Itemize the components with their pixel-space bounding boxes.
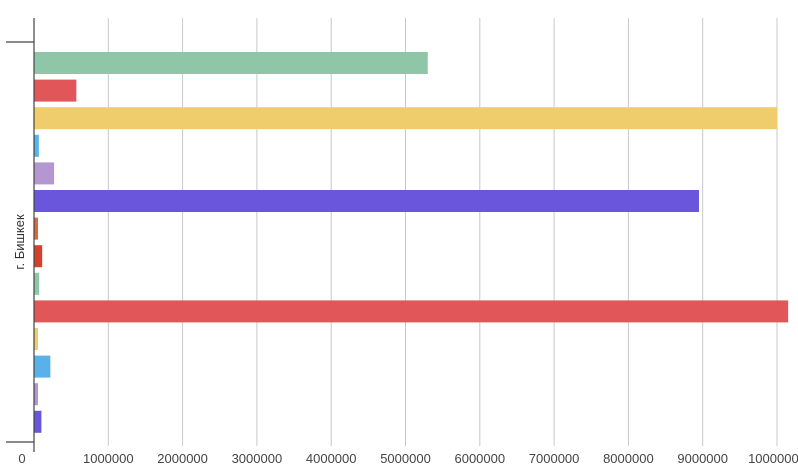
gridlines — [107, 18, 778, 446]
x-tick-label: 1000000 — [83, 451, 134, 466]
bar — [34, 107, 777, 130]
x-tick-label: 10000000 — [748, 451, 798, 466]
bar — [34, 383, 38, 406]
bar — [34, 245, 43, 268]
x-tick-label: 6000000 — [454, 451, 505, 466]
axes — [6, 18, 35, 452]
bar — [34, 355, 51, 378]
category-label: г. Бишкек — [12, 214, 27, 270]
x-tick-label: 7000000 — [529, 451, 580, 466]
x-tick-label: 4000000 — [306, 451, 357, 466]
bar — [34, 272, 40, 295]
bar — [34, 328, 38, 350]
bar — [34, 190, 699, 212]
bar — [34, 300, 789, 323]
bar — [34, 217, 38, 240]
x-tick-label: 3000000 — [232, 451, 283, 466]
tick-labels: 0 1000000 2000000 3000000 4000000 5000000 6000… — [18, 451, 798, 466]
bar — [34, 134, 39, 157]
bar — [34, 52, 428, 74]
x-tick-label: 5000000 — [380, 451, 431, 466]
x-tick-label: 0 — [18, 451, 25, 466]
x-tick-label: 2000000 — [157, 451, 208, 466]
bar — [34, 79, 77, 102]
bar — [34, 162, 55, 185]
x-tick-label: 8000000 — [603, 451, 654, 466]
bars — [34, 52, 789, 433]
bar — [34, 410, 42, 433]
x-tick-label: 9000000 — [677, 451, 728, 466]
